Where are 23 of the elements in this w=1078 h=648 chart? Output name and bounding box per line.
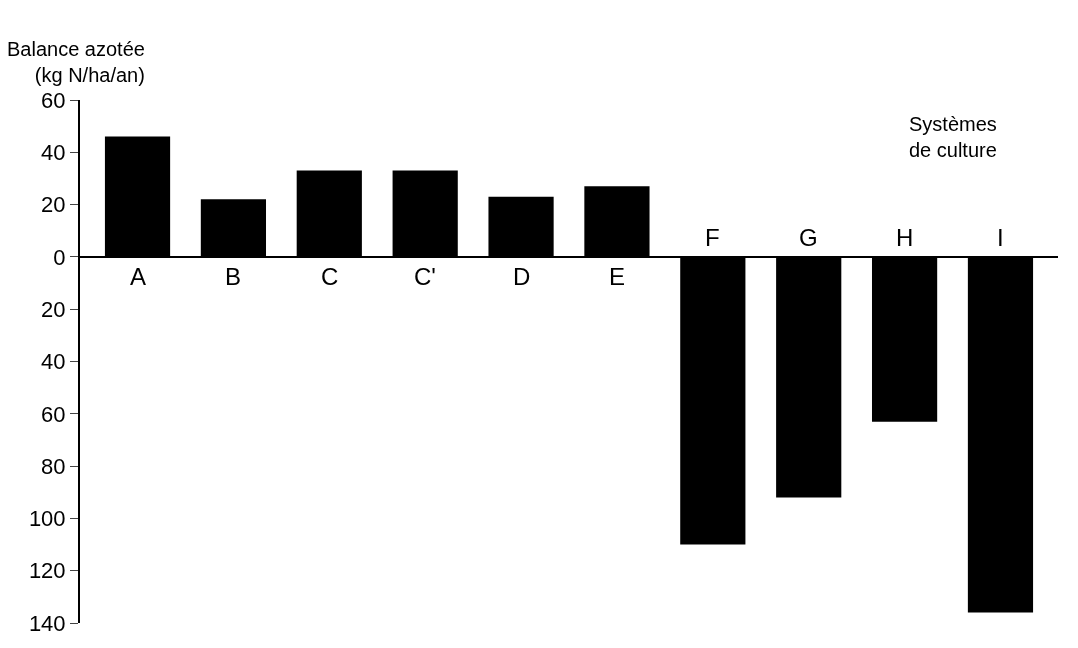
y-tick-label: 60 (41, 87, 66, 113)
y-tick-label: 40 (41, 140, 66, 165)
x-tick-label: H (896, 224, 914, 251)
y-tick-label: 100 (28, 506, 66, 532)
x-tick-label: E (609, 263, 626, 290)
x-tick-label: A (130, 263, 147, 290)
y-tick-label: 120 (28, 558, 66, 584)
x-tick-label: D (513, 263, 531, 290)
y-tick-label: 20 (41, 192, 66, 218)
x-tick-label: I (997, 224, 1004, 251)
y-axis-title: Balance azotée (kg N/ha/an) (7, 38, 145, 86)
x-tick-label: C (321, 263, 339, 290)
y-tick-label: 20 (41, 296, 66, 322)
x-tick-label: C' (414, 263, 436, 290)
y-tick-label: 40 (41, 349, 66, 375)
y-tick-label: 140 (28, 610, 66, 636)
y-tick-label: 0 (53, 244, 66, 270)
y-tick-label: 80 (41, 453, 66, 479)
x-tick-label: G (799, 224, 818, 251)
x-tick-label: B (225, 263, 242, 290)
y-tick-label: 60 (41, 401, 66, 427)
x-tick-label: F (705, 224, 720, 251)
x-axis-title: Systèmes de culture (909, 113, 997, 161)
